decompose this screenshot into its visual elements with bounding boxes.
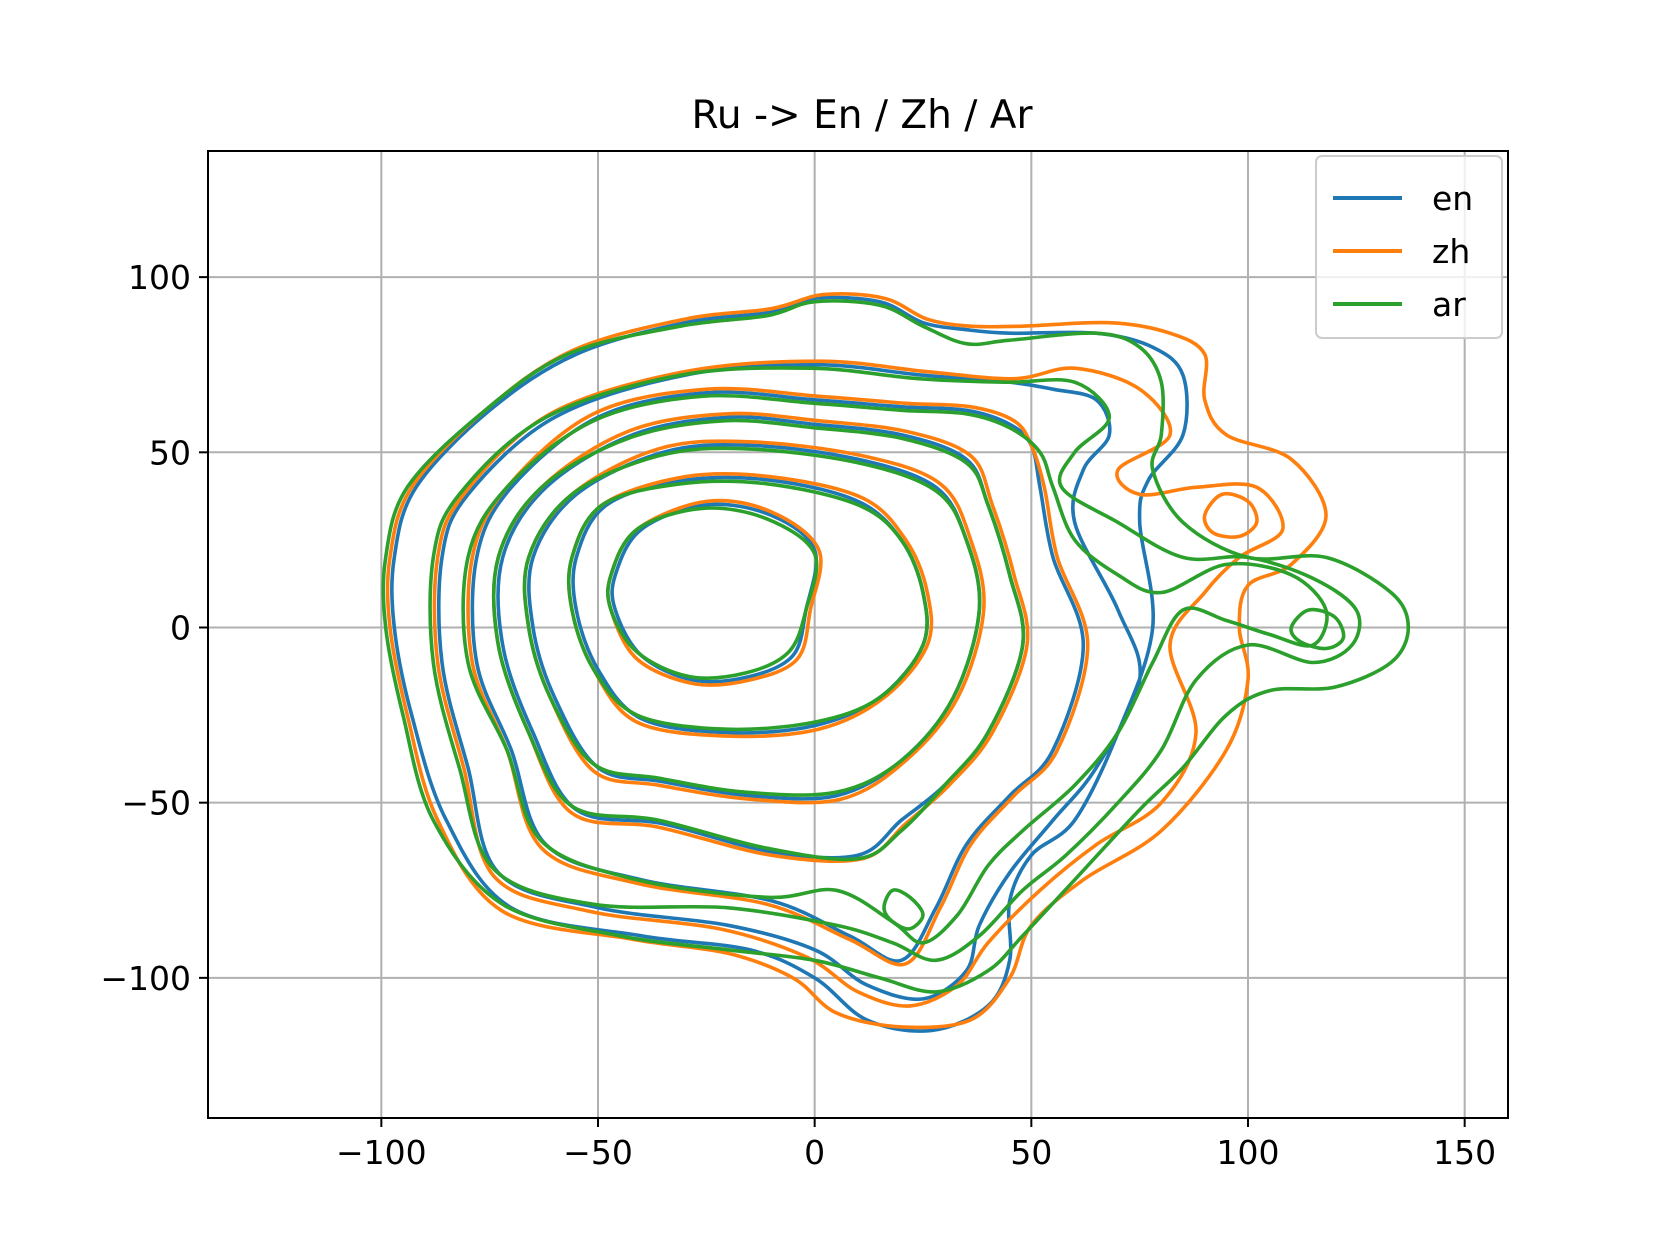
series-ar — [381, 299, 1411, 994]
x-tick-label: 0 — [804, 1133, 825, 1172]
contour-en-0 — [390, 295, 1189, 1033]
contour-zh-3 — [491, 411, 1030, 864]
contour-ar-1 — [428, 366, 1362, 963]
x-tick-label: 100 — [1217, 1133, 1280, 1172]
contour-zh-1 — [432, 359, 1285, 1008]
contour-zh-2 — [466, 386, 1090, 967]
legend-label-en: en — [1432, 179, 1473, 218]
x-tick-label: −100 — [336, 1133, 427, 1172]
y-tick-label: 50 — [149, 433, 191, 472]
contour-ar-7 — [882, 888, 925, 931]
y-tick-label: 0 — [170, 608, 191, 647]
contour-ar-3 — [491, 418, 1026, 862]
contour-ar-5 — [566, 479, 929, 732]
x-tick-label: 50 — [1010, 1133, 1052, 1172]
contour-ar-6 — [605, 506, 819, 680]
y-tick-label: −50 — [121, 784, 191, 823]
y-tick-label: −100 — [100, 959, 191, 998]
legend: en zh ar — [1315, 155, 1503, 339]
contour-ar-4 — [522, 446, 982, 797]
y-tick-label: 100 — [128, 258, 191, 297]
contour-ar-2 — [461, 393, 1329, 945]
legend-box — [1315, 155, 1503, 339]
contour-zh-6 — [605, 498, 823, 687]
contour-zh-4 — [522, 439, 986, 805]
x-tick-label: 150 — [1433, 1133, 1496, 1172]
x-tick-label: −50 — [563, 1133, 633, 1172]
contour-zh-5 — [566, 471, 934, 739]
plot-frame — [207, 150, 1509, 1119]
contour-zh-7 — [1202, 492, 1259, 539]
contour-ar-0 — [381, 299, 1411, 994]
contour-ar-8 — [1289, 607, 1346, 651]
legend-label-zh: zh — [1432, 232, 1470, 271]
chart-title: Ru -> En / Zh / Ar — [692, 93, 1034, 138]
axis-ticks: −100 −50 0 50 100 150 −100 −50 0 50 100 — [100, 258, 1496, 1172]
legend-label-ar: ar — [1432, 285, 1466, 324]
contour-series — [381, 292, 1411, 1033]
